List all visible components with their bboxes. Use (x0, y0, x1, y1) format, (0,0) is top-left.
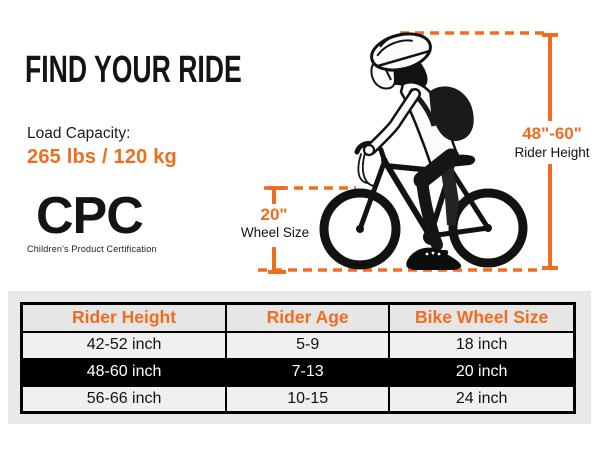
cell-rider-age: 7-13 (225, 357, 391, 387)
front-wheel (319, 188, 401, 270)
rider-rear-leg (440, 158, 459, 226)
cell-wheel-size: 24 inch (388, 384, 576, 414)
cell-rider-age: 10-15 (225, 384, 391, 414)
rider-height-value: 48"-60" (522, 124, 582, 143)
table-row: 56-66 inch 10-15 24 inch (20, 384, 576, 414)
table-row: 48-60 inch 7-13 20 inch (20, 357, 576, 387)
cell-rider-height: 48-60 inch (20, 357, 228, 387)
rider-hand (362, 143, 376, 157)
rider-backpack (429, 86, 474, 142)
size-table-header-row: Rider Height Rider Age Bike Wheel Size (20, 302, 576, 333)
cell-rider-height: 56-66 inch (20, 384, 228, 414)
header-rider-age: Rider Age (225, 302, 391, 333)
rider-shoe (406, 247, 462, 270)
wheel-size-label: Wheel Size (240, 225, 310, 240)
cpc-certification-name: Children's Product Certification (27, 244, 157, 254)
cell-rider-age: 5-9 (225, 330, 391, 360)
load-capacity-label: Load Capacity: (27, 125, 131, 142)
header-rider-height: Rider Height (20, 302, 228, 333)
rider-height-label: Rider Height (514, 145, 590, 160)
cpc-certification-abbr: CPC (36, 187, 144, 245)
cell-wheel-size: 20 inch (388, 357, 576, 387)
wheel-size-bracket (268, 186, 286, 274)
cell-wheel-size: 18 inch (388, 330, 576, 360)
rider-thigh (413, 148, 460, 189)
load-capacity-value: 265 lbs / 120 kg (27, 146, 177, 168)
rider-helmet (370, 32, 432, 72)
rider (362, 32, 474, 270)
table-row: 42-52 inch 5-9 18 inch (20, 330, 576, 360)
page-title: FIND YOUR RIDE (25, 49, 242, 91)
rear-wheel (448, 188, 528, 268)
cell-rider-height: 42-52 inch (20, 330, 228, 360)
bicycle-rider-illustration (258, 31, 558, 274)
size-table: Rider Height Rider Age Bike Wheel Size 4… (20, 302, 576, 414)
header-bike-wheel-size: Bike Wheel Size (388, 302, 576, 333)
size-chart-panel: Rider Height Rider Age Bike Wheel Size 4… (8, 291, 591, 424)
rider-arm (367, 90, 419, 153)
rider-height-bracket (542, 33, 558, 270)
rider-shin (416, 174, 443, 251)
wheel-size-value: 20" (260, 205, 288, 224)
